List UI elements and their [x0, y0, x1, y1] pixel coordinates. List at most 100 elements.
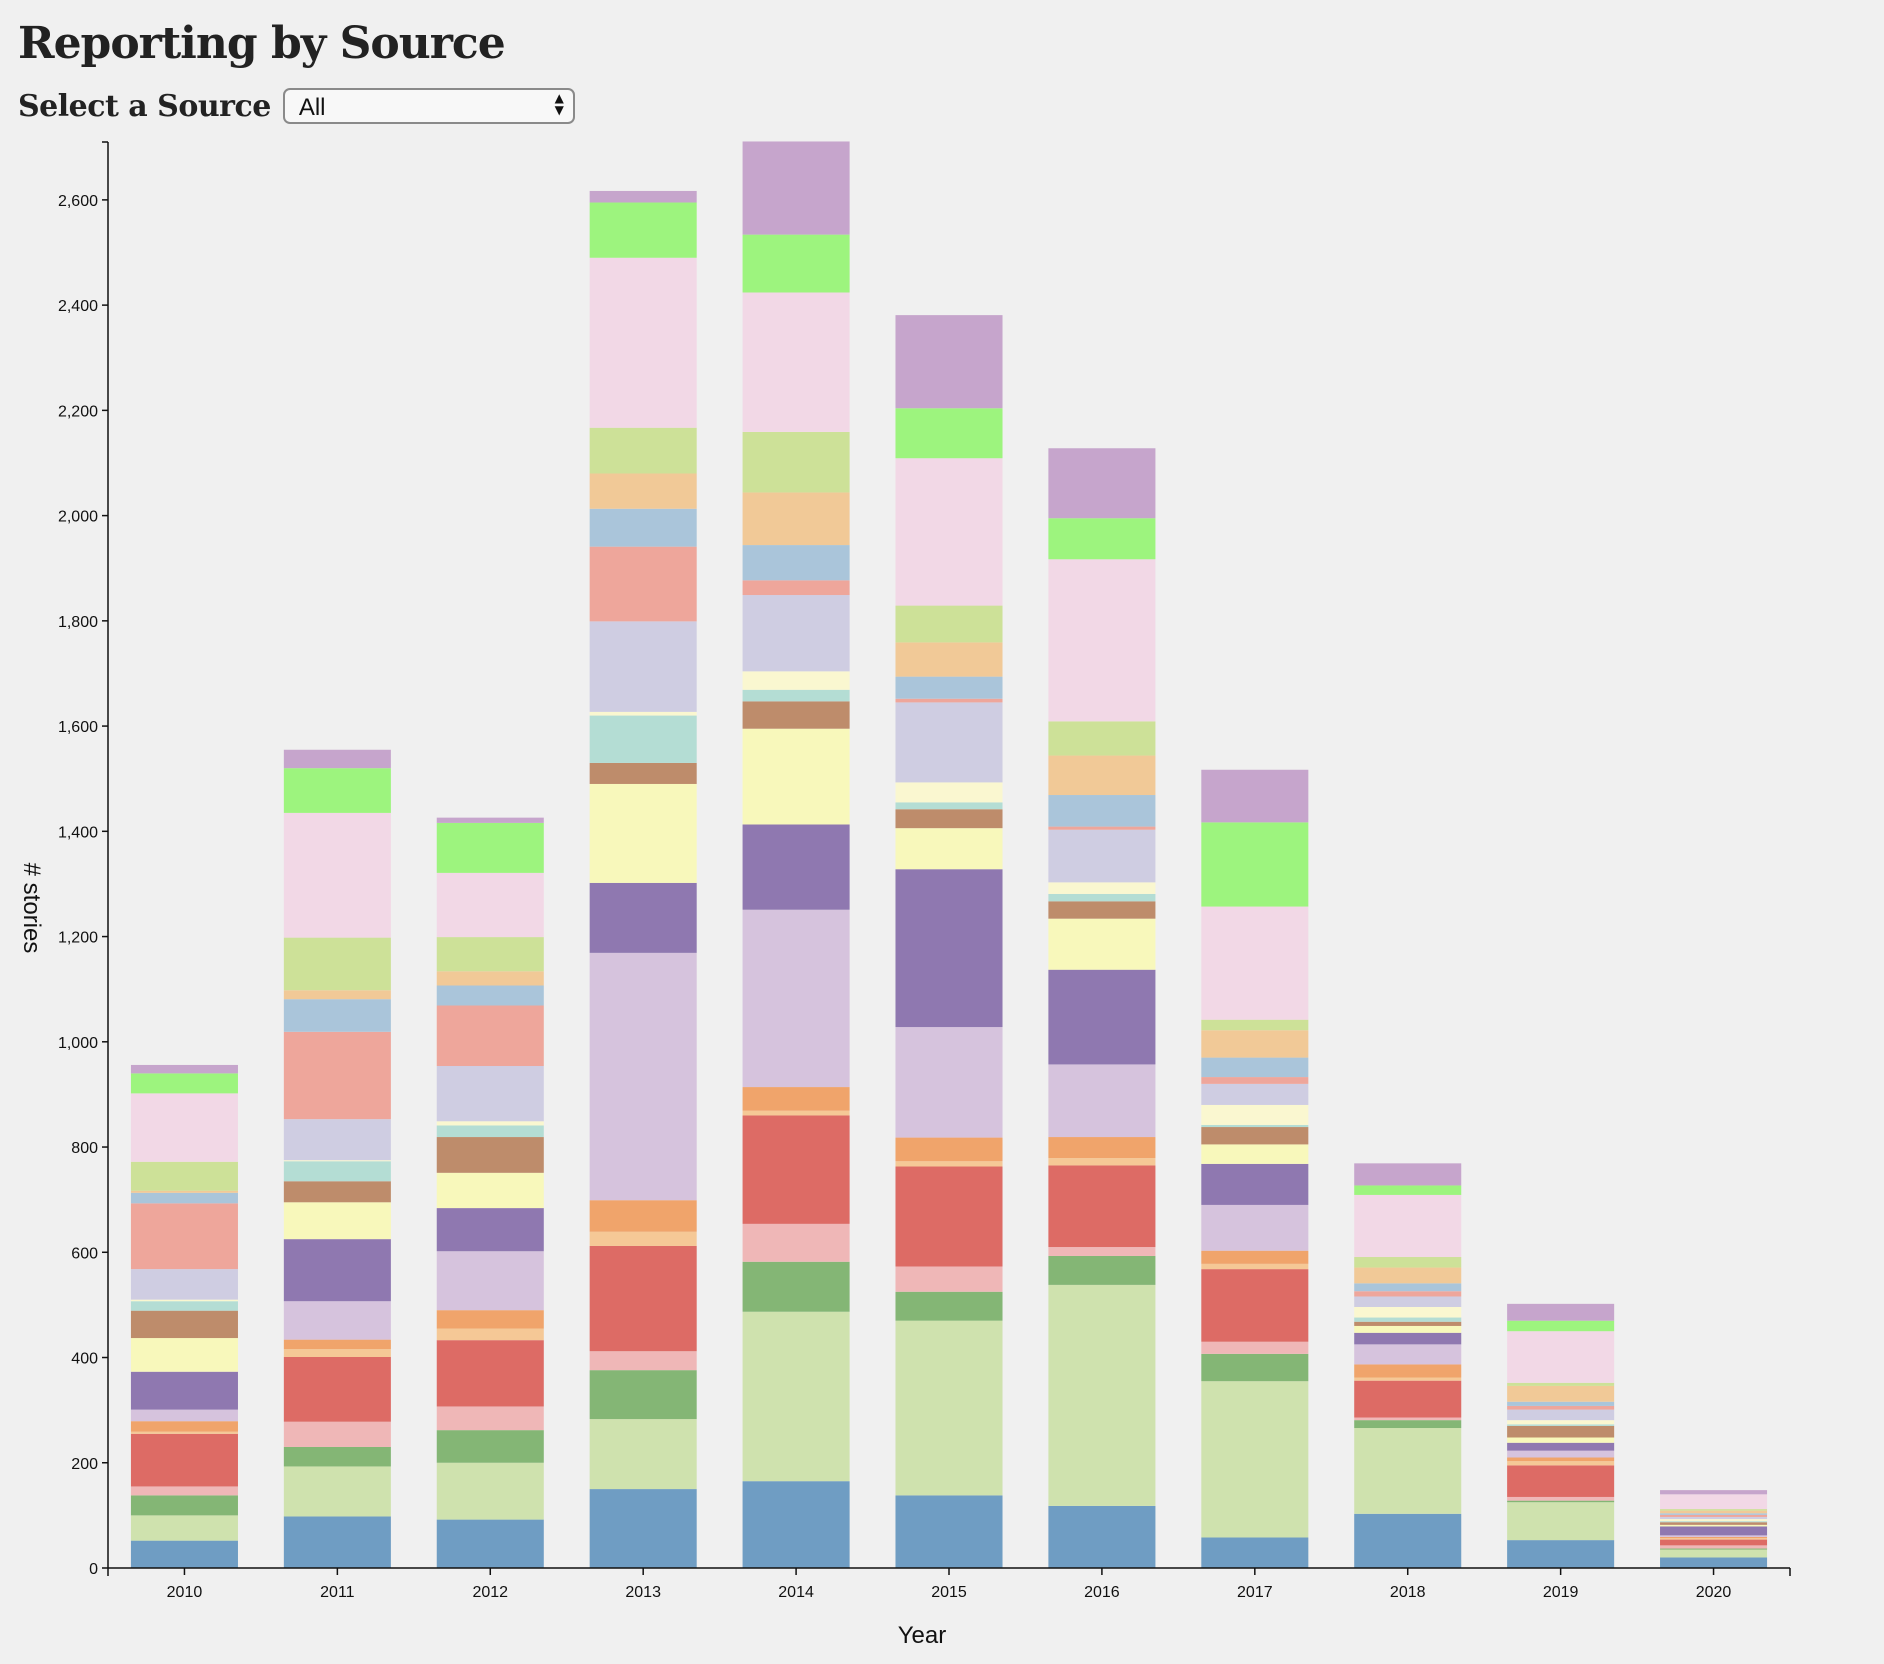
bar-segment-2017-3 [1201, 1341, 1309, 1354]
bar-segment-2014-6 [742, 1087, 850, 1111]
bar-segment-2011-6 [283, 1339, 391, 1350]
bar-segment-2019-6 [1507, 1457, 1615, 1462]
bar-segment-2020-2 [1660, 1548, 1768, 1550]
bar-segment-2017-8 [1201, 1163, 1309, 1205]
bar-segment-2014-8 [742, 824, 850, 910]
bar-segment-2010-4 [130, 1433, 238, 1487]
source-select-dropdown[interactable]: All ▲ ▼ [282, 88, 575, 124]
bar-segment-2011-3 [283, 1421, 391, 1447]
bar-segment-2020-15 [1660, 1513, 1768, 1515]
bar-segment-2015-3 [895, 1266, 1003, 1292]
bar-segment-2012-11 [436, 1125, 544, 1138]
bar-segment-2016-3 [1048, 1247, 1156, 1256]
x-axis: 2010 2011 2012 2013 2014 2015 2016 2017 2018 2019… [107, 1567, 1791, 1601]
bar-segment-2013-1 [589, 1419, 697, 1490]
y-tick-label: 600 [71, 1245, 98, 1262]
bar-segment-2017-18 [1201, 906, 1309, 1020]
y-tick-label: 800 [71, 1140, 98, 1157]
bar-segment-2010-1 [130, 1515, 238, 1541]
bar-segment-2012-15 [436, 985, 544, 1006]
bar-segment-2018-4 [1354, 1380, 1462, 1418]
bar-segment-2011-14 [283, 1031, 391, 1120]
bar-segment-2012-3 [436, 1406, 544, 1431]
bar-segment-2010-2 [130, 1495, 238, 1516]
bar-segment-2013-20 [589, 190, 697, 203]
bar-segment-2010-6 [130, 1421, 238, 1432]
bar-segment-2012-2 [436, 1430, 544, 1463]
bar-segment-2012-12 [436, 1121, 544, 1126]
bar-segment-2014-14 [742, 580, 850, 596]
bar-segment-2010-0 [130, 1540, 238, 1568]
bar-segment-2012-13 [436, 1066, 544, 1122]
bar-segment-2015-19 [895, 408, 1003, 459]
bar-segment-2014-19 [742, 234, 850, 293]
bar-segment-2015-17 [895, 605, 1003, 643]
bar-segment-2014-1 [742, 1311, 850, 1482]
bar-segment-2012-0 [436, 1519, 544, 1568]
bar-segment-2020-18 [1660, 1494, 1768, 1510]
bar-segment-2013-18 [589, 257, 697, 428]
bar-segment-2019-8 [1507, 1442, 1615, 1451]
bar-segment-2017-14 [1201, 1077, 1309, 1084]
bar-segment-2017-7 [1201, 1204, 1309, 1251]
bar-segment-2016-6 [1048, 1137, 1156, 1159]
bar-segment-2019-1 [1507, 1502, 1615, 1541]
x-tick-label: 2018 [1390, 1584, 1426, 1601]
bar-segment-2019-9 [1507, 1437, 1615, 1443]
bar-segment-2016-2 [1048, 1255, 1156, 1285]
bar-segment-2019-18 [1507, 1331, 1615, 1383]
bar-segment-2011-18 [283, 812, 391, 938]
bar-segment-2011-13 [283, 1119, 391, 1161]
bar-segment-2010-15 [130, 1192, 238, 1204]
bar-segment-2017-9 [1201, 1144, 1309, 1164]
bar-segment-2010-17 [130, 1161, 238, 1191]
bar-segment-2018-0 [1354, 1513, 1462, 1568]
bar-segment-2018-6 [1354, 1364, 1462, 1378]
bar-segment-2017-15 [1201, 1057, 1309, 1078]
bar-segment-2020-10 [1660, 1522, 1768, 1525]
y-axis: 0 200 400 600 800 1,000 1,200 1,400 1,600 1,800 2,… [58, 141, 109, 1578]
bar-segment-2017-5 [1201, 1263, 1309, 1270]
bar-segment-2020-8 [1660, 1526, 1768, 1536]
bar-segment-2015-8 [895, 869, 1003, 1028]
bar-segment-2015-4 [895, 1166, 1003, 1267]
bar-segment-2014-16 [742, 492, 850, 546]
bar-segment-2018-11 [1354, 1317, 1462, 1322]
bar-segment-2013-6 [589, 1200, 697, 1232]
bar-segment-2014-7 [742, 909, 850, 1088]
bar-segment-2020-3 [1660, 1545, 1768, 1549]
bar-segment-2020-1 [1660, 1549, 1768, 1558]
bar-segment-2018-7 [1354, 1344, 1462, 1365]
bar-segment-2014-15 [742, 545, 850, 581]
bar-segment-2018-14 [1354, 1291, 1462, 1297]
bar-segment-2016-11 [1048, 893, 1156, 902]
bar-segment-2020-0 [1660, 1557, 1768, 1568]
bar-segment-2012-14 [436, 1005, 544, 1067]
bar-segment-2019-14 [1507, 1405, 1615, 1410]
bar-segment-2011-5 [283, 1349, 391, 1357]
chevron-up-down-icon: ▲ ▼ [554, 91, 564, 117]
bar-segment-2013-17 [589, 427, 697, 474]
bar-segment-2019-10 [1507, 1425, 1615, 1438]
bar-segment-2016-10 [1048, 901, 1156, 919]
bar-segment-2010-13 [130, 1269, 238, 1300]
source-selector-row: Select a Source All ▲ ▼ [18, 88, 575, 124]
bar-segment-2018-8 [1354, 1332, 1462, 1345]
bar-segment-2011-2 [283, 1446, 391, 1467]
bar-segment-2010-8 [130, 1371, 238, 1410]
bar-segment-2018-10 [1354, 1321, 1462, 1326]
bar-segment-2019-13 [1507, 1409, 1615, 1421]
x-tick-label: 2019 [1543, 1584, 1579, 1601]
bar-segment-2016-18 [1048, 559, 1156, 722]
bar-segment-2013-2 [589, 1370, 697, 1420]
bar-segment-2019-15 [1507, 1401, 1615, 1406]
bar-segment-2019-7 [1507, 1450, 1615, 1458]
x-axis-title: Year [898, 1622, 947, 1649]
bar-segment-2015-15 [895, 676, 1003, 699]
bar-segment-2015-9 [895, 828, 1003, 870]
bar-segment-2018-17 [1354, 1257, 1462, 1268]
bar-segment-2020-11 [1660, 1521, 1768, 1523]
bar-segment-2014-2 [742, 1261, 850, 1312]
x-tick-label: 2014 [778, 1584, 814, 1601]
bar-segment-2012-9 [436, 1172, 544, 1209]
